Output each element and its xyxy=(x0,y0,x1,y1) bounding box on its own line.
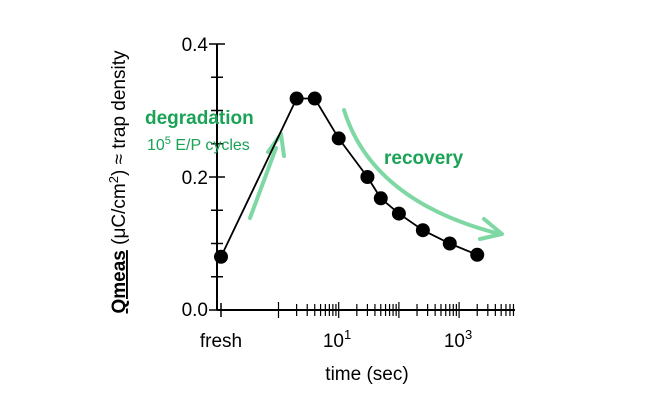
data-point-5 xyxy=(373,191,388,206)
recovery-arrow-shaft xyxy=(342,108,498,235)
data-point-3 xyxy=(331,131,346,146)
annotation-degradation: degradation xyxy=(145,108,254,129)
degradation-arrowhead xyxy=(266,132,286,158)
series-line xyxy=(220,97,478,258)
x-tick-label-10-3: 103 xyxy=(444,327,472,352)
annotation-cycles: 105 E/P cycles xyxy=(147,135,250,154)
data-point-7 xyxy=(415,223,430,238)
annotation-arrows xyxy=(248,108,504,241)
data-point-0 xyxy=(214,249,228,264)
data-point-6 xyxy=(391,206,406,221)
x-tick-label-10-1: 101 xyxy=(323,327,351,352)
data-point-4 xyxy=(360,170,375,184)
axis-ticks xyxy=(209,43,515,318)
y-tick-label-2: 0.4 xyxy=(182,35,209,56)
x-tick-label-fresh: fresh xyxy=(200,331,242,352)
y-axis-title: Qmeas (μC/cm2) ≈ trap density xyxy=(106,50,130,314)
y-tick-label-1: 0.2 xyxy=(182,168,208,189)
y-tick-label-0: 0.0 xyxy=(182,300,208,321)
data-point-8 xyxy=(442,236,457,251)
data-point-1 xyxy=(289,91,304,106)
x-axis-title: time (sec) xyxy=(325,364,408,385)
recovery-arrowhead xyxy=(478,217,504,241)
data-series xyxy=(214,91,485,264)
data-point-2 xyxy=(307,91,322,106)
annotation-recovery: recovery xyxy=(384,148,464,169)
degradation-arrow-shaft xyxy=(248,146,278,220)
data-point-9 xyxy=(470,247,485,262)
